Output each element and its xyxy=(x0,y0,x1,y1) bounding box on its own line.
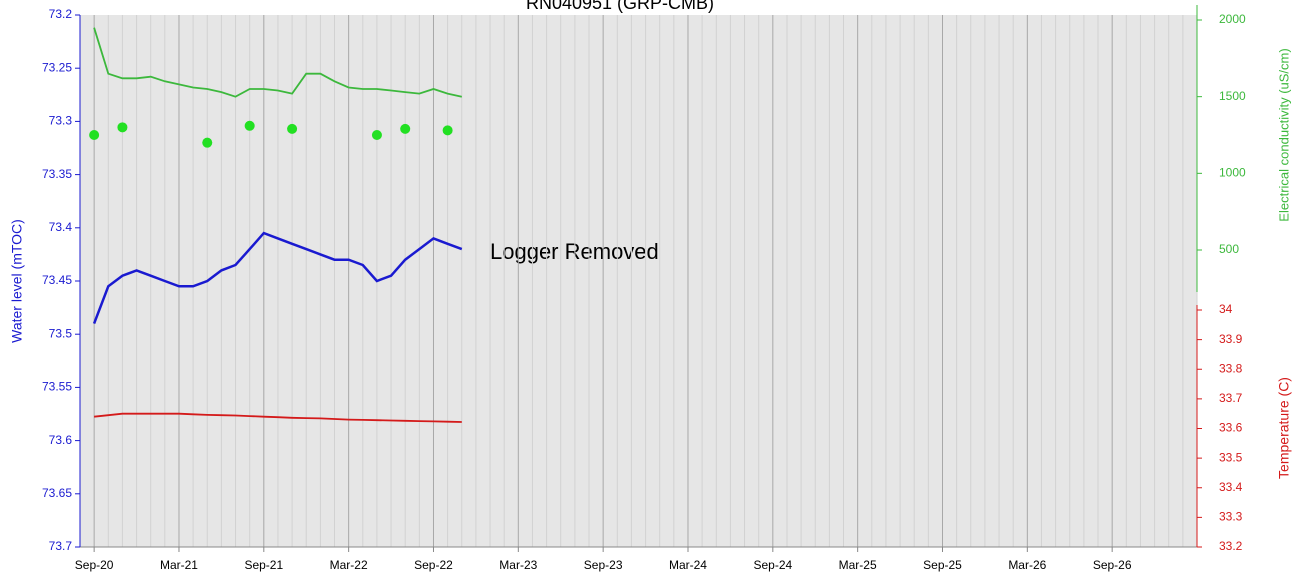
x-tick-label: Mar-24 xyxy=(669,558,707,572)
ec-point xyxy=(202,137,213,148)
y3-tick-label: 33.2 xyxy=(1219,539,1243,553)
y-tick-label: 73.35 xyxy=(42,167,72,181)
ec-point xyxy=(400,123,411,134)
y-tick-label: 73.25 xyxy=(42,60,72,74)
x-tick-label: Mar-23 xyxy=(499,558,537,572)
y2-tick-label: 500 xyxy=(1219,242,1239,256)
y-axis-label: Water level (mTOC) xyxy=(9,219,25,343)
y3-tick-label: 33.5 xyxy=(1219,450,1243,464)
y3-tick-label: 33.9 xyxy=(1219,332,1243,346)
y-tick-label: 73.65 xyxy=(42,486,72,500)
y-tick-label: 73.7 xyxy=(49,539,73,553)
y3-tick-label: 33.3 xyxy=(1219,510,1243,524)
y2-tick-label: 1500 xyxy=(1219,89,1246,103)
series-line xyxy=(94,412,462,423)
x-tick-label: Mar-21 xyxy=(160,558,198,572)
x-tick-label: Sep-25 xyxy=(923,558,962,572)
ec-point xyxy=(244,120,255,131)
y2-tick-label: 1000 xyxy=(1219,166,1246,180)
x-tick-label: Sep-20 xyxy=(75,558,114,572)
y-tick-label: 73.45 xyxy=(42,273,72,287)
y-tick-label: 73.2 xyxy=(49,7,73,21)
x-tick-label: Mar-25 xyxy=(839,558,877,572)
x-tick-label: Sep-24 xyxy=(753,558,792,572)
y2-tick-label: 2000 xyxy=(1219,12,1246,26)
x-tick-label: Sep-26 xyxy=(1093,558,1132,572)
ec-point xyxy=(287,123,298,134)
chart-title: RN040951 (GRP-CMB) xyxy=(526,0,714,13)
y3-tick-label: 33.7 xyxy=(1219,391,1243,405)
plot-area xyxy=(80,15,1197,547)
ec-point xyxy=(442,125,453,136)
y-tick-label: 73.55 xyxy=(42,380,72,394)
y3-tick-label: 33.6 xyxy=(1219,421,1243,435)
y-tick-label: 73.6 xyxy=(49,433,73,447)
x-tick-label: Mar-22 xyxy=(330,558,368,572)
ec-point xyxy=(371,130,382,140)
x-tick-label: Mar-26 xyxy=(1008,558,1046,572)
y3-tick-label: 34 xyxy=(1219,302,1233,316)
y3-axis-label: Temperature (C) xyxy=(1276,377,1292,479)
y-tick-label: 73.4 xyxy=(49,220,73,234)
y-tick-label: 73.5 xyxy=(49,326,73,340)
x-tick-label: Sep-22 xyxy=(414,558,453,572)
y2-axis-label: Electrical conductivity (uS/cm) xyxy=(1276,48,1291,221)
y3-tick-label: 33.4 xyxy=(1219,480,1243,494)
y3-tick-label: 33.8 xyxy=(1219,361,1243,375)
x-tick-label: Sep-23 xyxy=(584,558,623,572)
series-line xyxy=(92,231,463,325)
x-tick-label: Sep-21 xyxy=(244,558,283,572)
ec-point xyxy=(117,122,128,133)
y-tick-label: 73.3 xyxy=(49,114,73,128)
series-line xyxy=(93,27,462,98)
ec-point xyxy=(89,130,100,140)
